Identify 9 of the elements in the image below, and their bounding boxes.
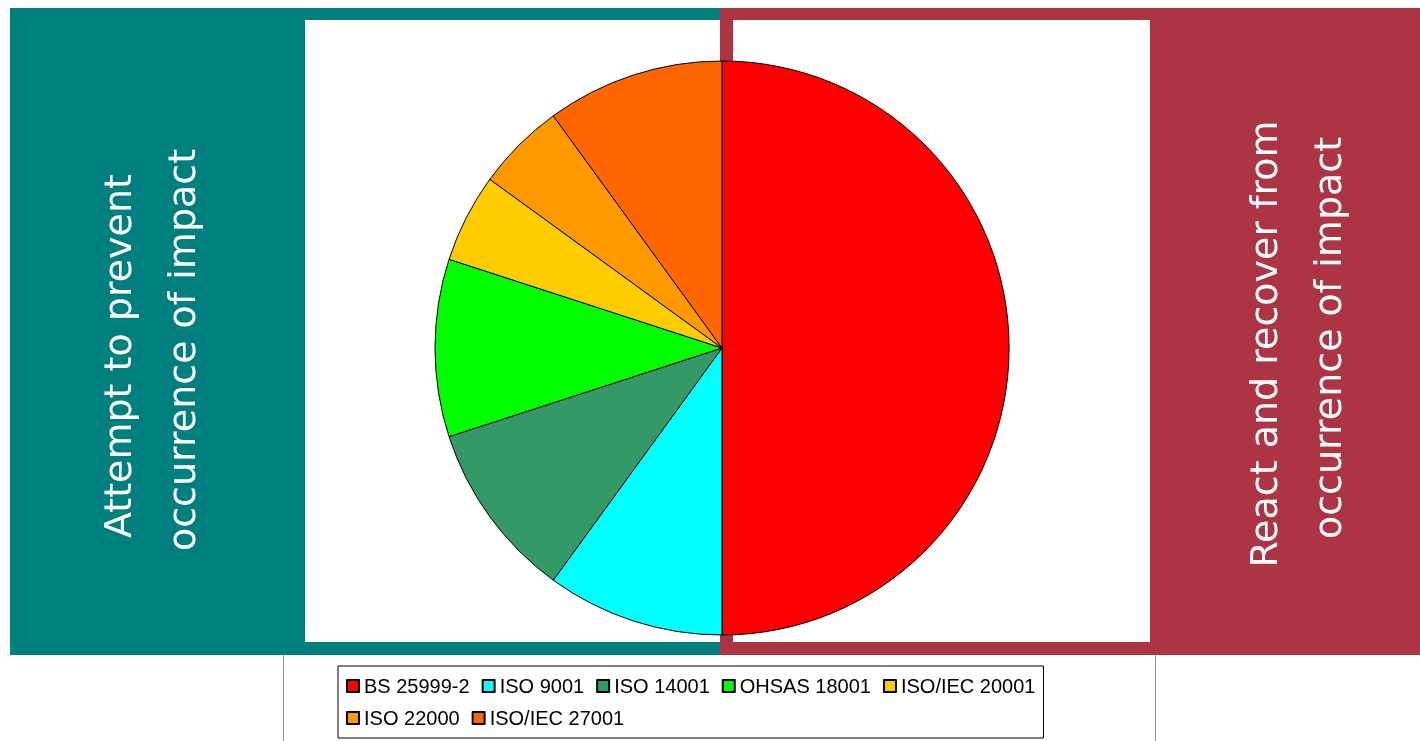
legend-label: ISO 22000 [364, 707, 460, 729]
legend-label: OHSAS 18001 [739, 675, 871, 697]
legend-label: ISO/IEC 27001 [489, 707, 625, 729]
legend-label: ISO 9001 [499, 675, 585, 697]
legend-label: ISO 14001 [614, 675, 710, 697]
text: Attempt to prevent occurrence of impact [96, 148, 204, 552]
legend-label: BS 25999-2 [364, 675, 470, 697]
text: React and recover from occurrence of impact [1242, 108, 1350, 568]
legend-label: ISO/IEC 20001 [900, 675, 1036, 697]
